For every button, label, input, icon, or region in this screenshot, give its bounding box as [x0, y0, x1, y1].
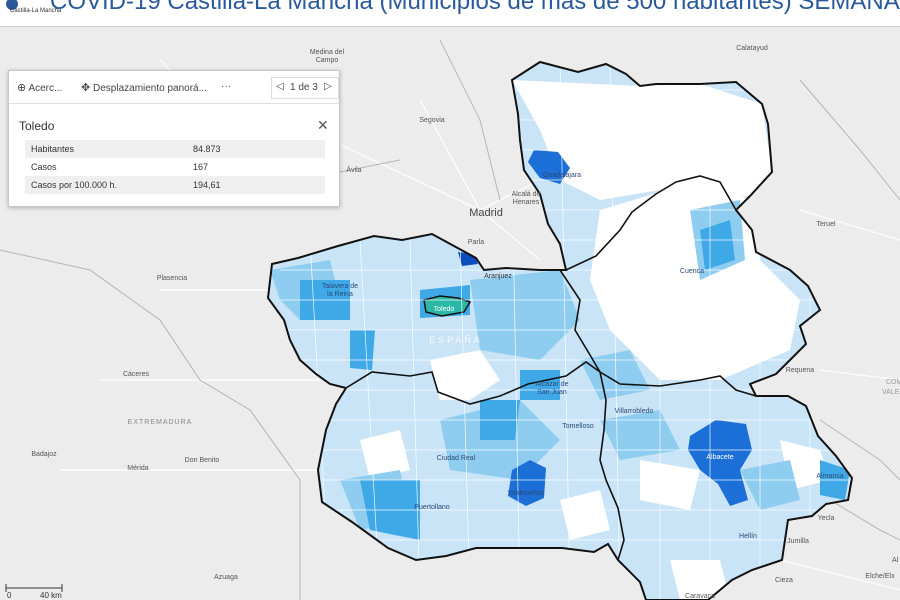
label-alcala-line1: Alcalá de — [512, 191, 541, 198]
pager-label: 1 de 3 — [290, 82, 318, 93]
attr-label: Casos — [31, 162, 57, 172]
attr-label: Casos por 100.000 h. — [25, 176, 187, 194]
label-toledo: Toledo — [434, 306, 455, 313]
zoom-to-button[interactable]: ⊕ Acerc... — [17, 81, 62, 94]
label-medina-line2: Campo — [316, 57, 339, 64]
label-valdepenas: Valdepeñas — [508, 490, 545, 497]
strong-area-7[interactable] — [350, 330, 375, 370]
attributes-table: Habitantes 84.873 Casos 167 Casos por 10… — [25, 140, 325, 194]
label-alcazar-line2: San Juan — [537, 389, 567, 396]
table-row: Habitantes 84.873 — [25, 140, 325, 158]
label-talavera-line1: Talavera de — [322, 283, 358, 290]
municipality-boundaries — [280, 62, 852, 600]
municipality-fills[interactable] — [270, 60, 880, 600]
label-teruel: Teruel — [816, 221, 836, 228]
label-ciudad-real: Ciudad Real — [437, 455, 476, 462]
albacete-municipality[interactable] — [688, 420, 752, 506]
label-extremadura: EXTREMADURA — [128, 419, 193, 426]
label-tomelloso: Tomelloso — [562, 423, 594, 430]
popup-toolbar: ⊕ Acerc... ✥ Desplazamiento panorá... ··… — [9, 71, 339, 104]
label-hellin: Hellín — [739, 533, 757, 540]
label-elche: Elche/Elx — [865, 573, 895, 580]
label-plasencia: Plasencia — [157, 275, 187, 282]
logo-label: Castilla-La Mancha — [10, 8, 62, 14]
label-badajoz: Badajoz — [31, 451, 57, 458]
close-icon[interactable]: ✕ — [317, 117, 329, 133]
label-yecla: Yecla — [818, 515, 835, 522]
guadalajara-white-area[interactable] — [512, 80, 772, 200]
info-popup: ⊕ Acerc... ✥ Desplazamiento panorá... ··… — [8, 70, 340, 207]
table-row: Casos por 100.000 h. 194,61 — [25, 176, 325, 194]
medium-area-6[interactable] — [740, 460, 800, 510]
label-cieza: Cieza — [775, 577, 793, 584]
title-bar: Castilla-La Mancha COVID-19 Castilla-La … — [0, 0, 900, 27]
label-albacete: Albacete — [706, 454, 733, 461]
label-valen: VALEN — [882, 389, 900, 396]
label-merida: Mérida — [127, 465, 149, 472]
strong-area-2[interactable] — [520, 370, 560, 400]
label-espana: ESPAÑA — [429, 335, 483, 345]
selected-toledo[interactable] — [423, 295, 472, 317]
scale-bar: 0 40 km — [5, 584, 63, 600]
attr-label: Habitantes — [25, 140, 187, 158]
map-title: COVID-19 Castilla-La Mancha (Municipios … — [50, 0, 900, 15]
medium-area-1[interactable] — [470, 270, 580, 360]
label-avila: Ávila — [346, 165, 361, 174]
scale-zero: 0 — [7, 591, 12, 600]
label-aranjuez: Aranjuez — [484, 273, 512, 280]
jccm-logo: Castilla-La Mancha — [4, 0, 61, 20]
label-alcala-line2: Henares — [513, 199, 540, 206]
feature-pager: ◁ 1 de 3 ▷ — [271, 77, 339, 99]
place-labels: Medina del Campo Calatayud Segovia Ávila… — [31, 45, 900, 600]
label-comu: COMU — [886, 379, 900, 386]
label-puertollano: Puertollano — [414, 504, 450, 511]
map-canvas[interactable]: Medina del Campo Calatayud Segovia Ávila… — [0, 26, 900, 600]
label-jumilla: Jumilla — [787, 538, 809, 545]
popup-title: Toledo — [19, 119, 55, 133]
label-guadalajara: Guadalajara — [543, 172, 581, 179]
label-talavera-line2: la Reina — [327, 291, 353, 298]
label-requena: Requena — [786, 367, 815, 374]
strong-area-4[interactable] — [700, 220, 735, 270]
table-row: Casos 167 — [25, 158, 325, 176]
next-feature-icon[interactable]: ▷ — [324, 81, 332, 92]
white-patch-6[interactable] — [670, 560, 730, 600]
more-options-button[interactable]: ··· — [221, 81, 231, 92]
label-al: Al — [892, 557, 899, 564]
white-patch-2[interactable] — [640, 460, 700, 510]
label-parla: Parla — [468, 239, 484, 246]
label-calatayud: Calatayud — [736, 45, 768, 52]
pan-icon: ✥ — [81, 82, 91, 94]
label-madrid: Madrid — [469, 207, 503, 219]
white-patch-1[interactable] — [430, 350, 500, 400]
label-segovia: Segovia — [419, 117, 444, 124]
label-alcazar-line1: Alcázar de — [535, 381, 568, 388]
label-azuaga: Azuaga — [214, 574, 238, 581]
label-caceres: Cáceres — [123, 371, 150, 378]
label-medina-line1: Medina del — [310, 49, 345, 56]
province-borders — [267, 61, 853, 600]
castilla-la-mancha-region[interactable] — [267, 60, 880, 600]
pan-label: Desplazamiento panorá... — [93, 83, 207, 94]
label-almansa: Almansa — [816, 473, 843, 480]
guadalajara-municipality[interactable] — [528, 150, 570, 184]
medium-area-7[interactable] — [580, 350, 650, 400]
white-patch-3[interactable] — [560, 490, 610, 540]
label-cuenca: Cuenca — [680, 268, 704, 275]
prev-feature-icon[interactable]: ◁ — [276, 81, 284, 92]
attr-value: 167 — [193, 162, 209, 172]
label-villarrobledo: Villarrobledo — [615, 408, 654, 415]
attr-value: 194,61 — [187, 176, 325, 194]
pan-button[interactable]: ✥ Desplazamiento panorá... — [81, 81, 207, 94]
scale-label: 40 km — [40, 591, 62, 600]
logo-graphic — [6, 0, 18, 10]
label-don-benito: Don Benito — [185, 457, 220, 464]
zoom-icon: ⊕ — [17, 82, 27, 94]
attr-value: 84.873 — [187, 140, 325, 158]
zoom-label: Acerc... — [28, 83, 63, 94]
label-caravaca: Caravaca — [685, 593, 715, 600]
